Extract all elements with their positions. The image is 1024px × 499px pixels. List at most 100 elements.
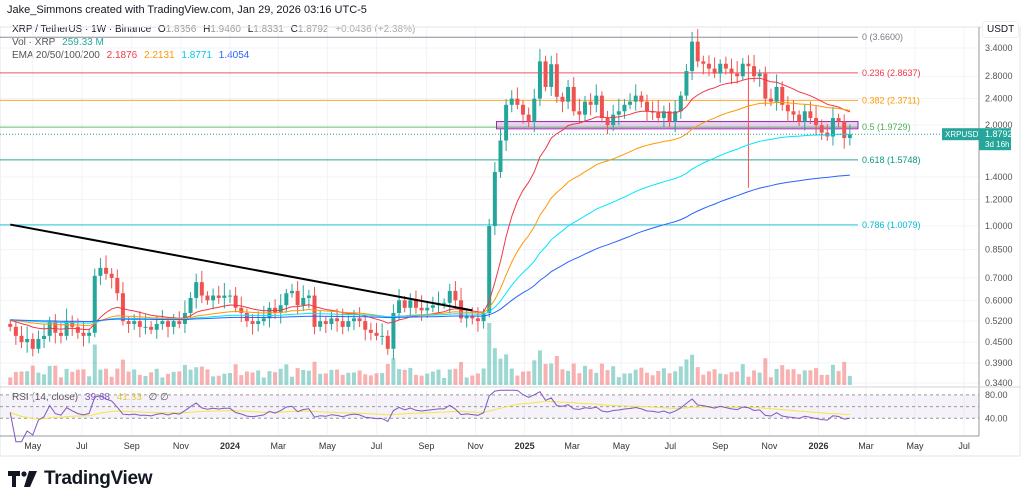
volume-bar xyxy=(64,368,69,385)
fib-level-label: 0.618 (1.5748) xyxy=(862,155,921,165)
candle-body xyxy=(199,282,204,296)
volume-bar xyxy=(143,376,148,385)
candle-body xyxy=(75,326,80,333)
volume-bar xyxy=(53,365,58,385)
price-tick: 1.0000 xyxy=(985,221,1013,231)
high-value: H1.9460 xyxy=(203,24,241,35)
ema-label[interactable]: EMA 20/50/100/200 xyxy=(12,50,100,61)
candle-body xyxy=(19,335,24,343)
volume-bar xyxy=(752,370,757,385)
time-tick: Sep xyxy=(418,441,434,451)
candle-body xyxy=(194,282,199,298)
volume-bar xyxy=(222,373,227,385)
candle-body xyxy=(323,321,328,324)
candle-body xyxy=(357,318,362,322)
volume-bar xyxy=(306,370,311,385)
candle-body xyxy=(160,321,165,324)
candle-body xyxy=(774,86,779,102)
candle-body xyxy=(351,318,356,322)
time-tick: Mar xyxy=(564,441,580,451)
candle-body xyxy=(132,321,137,324)
candle-body xyxy=(560,96,565,102)
volume-bar xyxy=(459,362,464,385)
candle-body xyxy=(808,111,813,119)
candle-body xyxy=(515,98,520,105)
volume-bar xyxy=(554,356,559,385)
ema200-value: 1.4054 xyxy=(218,50,250,61)
candle-body xyxy=(554,64,559,97)
volume-bar xyxy=(149,372,154,385)
candle-body xyxy=(701,61,706,64)
candle-body xyxy=(537,61,542,99)
candle-body xyxy=(521,104,526,115)
candle-body xyxy=(718,63,723,74)
volume-bar xyxy=(413,374,418,385)
candle-body xyxy=(453,290,458,301)
volume-bar xyxy=(442,378,447,385)
candle-body xyxy=(611,114,616,126)
volume-bar xyxy=(368,375,373,385)
volume-bar xyxy=(120,359,125,385)
volume-bar xyxy=(644,372,649,385)
ema20-line xyxy=(10,77,851,331)
volume-bar xyxy=(273,372,278,385)
volume-bar xyxy=(498,358,503,385)
candle-body xyxy=(154,323,159,330)
volume-bar xyxy=(571,363,576,385)
candle-body xyxy=(13,326,18,336)
volume-bar xyxy=(622,373,627,385)
candle-body xyxy=(532,98,537,122)
candle-body xyxy=(639,95,644,102)
candle-body xyxy=(814,118,819,126)
volume-bar xyxy=(628,373,633,385)
price-tick: 1.2000 xyxy=(985,194,1013,204)
volume-bar xyxy=(481,368,486,385)
candle-body xyxy=(735,73,740,77)
rsi-tick: 40.00 xyxy=(985,413,1008,423)
ema-legend: EMA 20/50/100/200 2.1876 2.2131 1.8771 1… xyxy=(12,50,253,61)
volume-bar xyxy=(351,372,356,385)
time-tick: 2026 xyxy=(808,441,828,451)
volume-bar xyxy=(650,375,655,385)
price-tick: 2.0000 xyxy=(985,120,1013,130)
volume-bar xyxy=(706,371,711,385)
volume-bar xyxy=(126,371,131,385)
candle-body xyxy=(397,300,402,313)
candle-body xyxy=(628,101,633,105)
volume-bar xyxy=(216,375,221,385)
volume-bar xyxy=(104,368,109,385)
volume-bar xyxy=(323,373,328,385)
volume-bar xyxy=(740,364,745,385)
volume-bar xyxy=(25,371,30,385)
candle-body xyxy=(171,321,176,327)
candle-body xyxy=(8,323,13,327)
volume-bar xyxy=(667,373,672,385)
candle-body xyxy=(413,300,418,308)
volume-bar xyxy=(594,372,599,385)
candle-body xyxy=(695,41,700,62)
volume-bar xyxy=(30,365,35,385)
rsi-label[interactable]: RSI (14, close) xyxy=(12,392,79,403)
candle-body xyxy=(504,104,509,141)
volume-bar xyxy=(599,363,604,385)
candle-body xyxy=(712,68,717,74)
volume-label[interactable]: Vol · XRP xyxy=(12,37,56,48)
candle-body xyxy=(149,326,154,330)
volume-bar xyxy=(211,376,216,385)
candle-body xyxy=(836,118,841,122)
candle-body xyxy=(340,321,345,327)
volume-bar xyxy=(385,363,390,385)
volume-bar xyxy=(244,371,249,385)
candle-body xyxy=(481,312,486,322)
candle-body xyxy=(526,114,531,122)
currency-label[interactable]: USDT xyxy=(982,21,1020,38)
candle-body xyxy=(785,104,790,112)
candle-body xyxy=(549,64,554,87)
volume-bar xyxy=(177,371,182,385)
fib-level-label: 0.5 (1.9729) xyxy=(862,122,911,132)
volume-bar xyxy=(819,374,824,385)
volume-bar xyxy=(808,370,813,385)
candle-body xyxy=(706,63,711,69)
candle-body xyxy=(25,338,30,343)
